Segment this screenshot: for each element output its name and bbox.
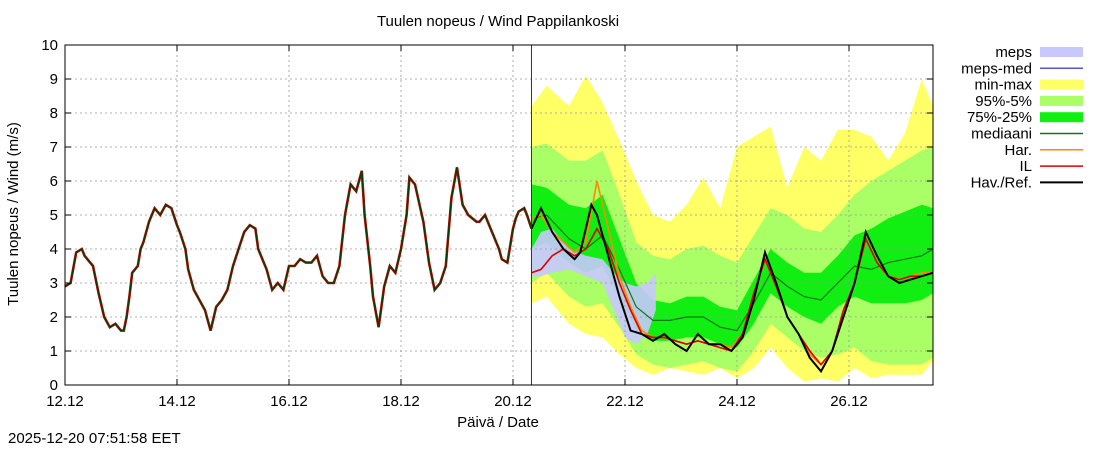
legend-label-har: Har. [1004, 142, 1032, 159]
grid-lines [65, 45, 933, 385]
series-lines [64, 167, 934, 374]
legend-swatch-p75_25 [1040, 112, 1083, 123]
y-tick-label-10: 10 [41, 37, 58, 54]
line-observed [64, 167, 533, 332]
forecast-bands [531, 75, 933, 382]
y-tick-label-8: 8 [50, 105, 58, 122]
legend-label-p95_5: 95%-5% [975, 93, 1032, 110]
legend-label-hav: Hav./Ref. [971, 174, 1032, 191]
y-axis-ticks: 0 1 2 3 4 5 6 7 8 9 10 [41, 37, 933, 394]
x-tick-label-20.12: 20.12 [494, 393, 532, 410]
x-tick-label-18.12: 18.12 [382, 393, 420, 410]
timestamp: 2025-12-20 07:51:58 EET [8, 430, 181, 447]
legend-label-mediaani: mediaani [971, 126, 1032, 143]
legend-label-p75_25: 75%-25% [967, 109, 1032, 126]
legend-swatch-minmax [1040, 79, 1083, 90]
x-tick-label-26.12: 26.12 [830, 393, 868, 410]
legend-label-il: IL [1019, 158, 1032, 175]
legend-label-meps_med: meps-med [961, 60, 1032, 77]
x-axis-label: Päivä / Date [457, 414, 539, 431]
line-hav-ref [530, 202, 934, 374]
x-tick-label-22.12: 22.12 [606, 393, 644, 410]
chart-title: Tuulen nopeus / Wind Pappilankoski [377, 13, 619, 30]
y-tick-label-3: 3 [50, 275, 58, 292]
x-axis-ticks: 12.12 14.12 16.12 18.12 20.12 22.12 24.12 26.12 [46, 45, 868, 410]
legend-label-minmax: min-max [974, 77, 1032, 94]
y-tick-label-7: 7 [50, 139, 58, 156]
legend-label-meps: meps [995, 44, 1032, 61]
x-tick-label-14.12: 14.12 [158, 393, 196, 410]
y-tick-label-5: 5 [50, 207, 58, 224]
y-tick-label-0: 0 [50, 377, 58, 394]
legend-swatch-p95_5 [1040, 95, 1083, 106]
y-tick-label-9: 9 [50, 71, 58, 88]
y-axis-label: Tuulen nopeus / Wind (m/s) [5, 122, 22, 306]
y-tick-label-4: 4 [50, 241, 58, 258]
y-tick-label-1: 1 [50, 343, 58, 360]
x-tick-label-16.12: 16.12 [270, 393, 308, 410]
y-tick-label-6: 6 [50, 173, 58, 190]
y-tick-label-2: 2 [50, 309, 58, 326]
x-tick-label-24.12: 24.12 [718, 393, 756, 410]
legend: mepsmeps-medmin-max95%-5%75%-25%mediaani… [961, 44, 1083, 191]
x-tick-label-12.12: 12.12 [46, 393, 84, 410]
legend-swatch-meps [1040, 47, 1083, 57]
